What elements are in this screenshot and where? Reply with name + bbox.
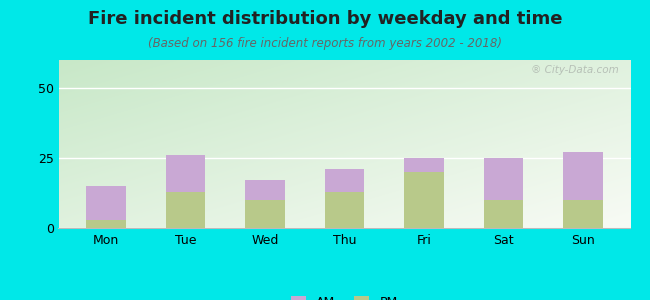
Bar: [86, 220, 126, 228]
Bar: [563, 200, 603, 228]
Bar: [404, 172, 444, 228]
Bar: [166, 192, 205, 228]
Legend: AM, PM: AM, PM: [291, 296, 398, 300]
Bar: [245, 180, 285, 200]
Bar: [324, 192, 365, 228]
Bar: [484, 158, 523, 200]
Text: (Based on 156 fire incident reports from years 2002 - 2018): (Based on 156 fire incident reports from…: [148, 38, 502, 50]
Bar: [166, 155, 205, 192]
Bar: [563, 152, 603, 200]
Bar: [245, 200, 285, 228]
Bar: [324, 169, 365, 192]
Text: ® City-Data.com: ® City-Data.com: [531, 65, 619, 75]
Bar: [404, 158, 444, 172]
Text: Fire incident distribution by weekday and time: Fire incident distribution by weekday an…: [88, 11, 562, 28]
Bar: [484, 200, 523, 228]
Bar: [86, 186, 126, 220]
